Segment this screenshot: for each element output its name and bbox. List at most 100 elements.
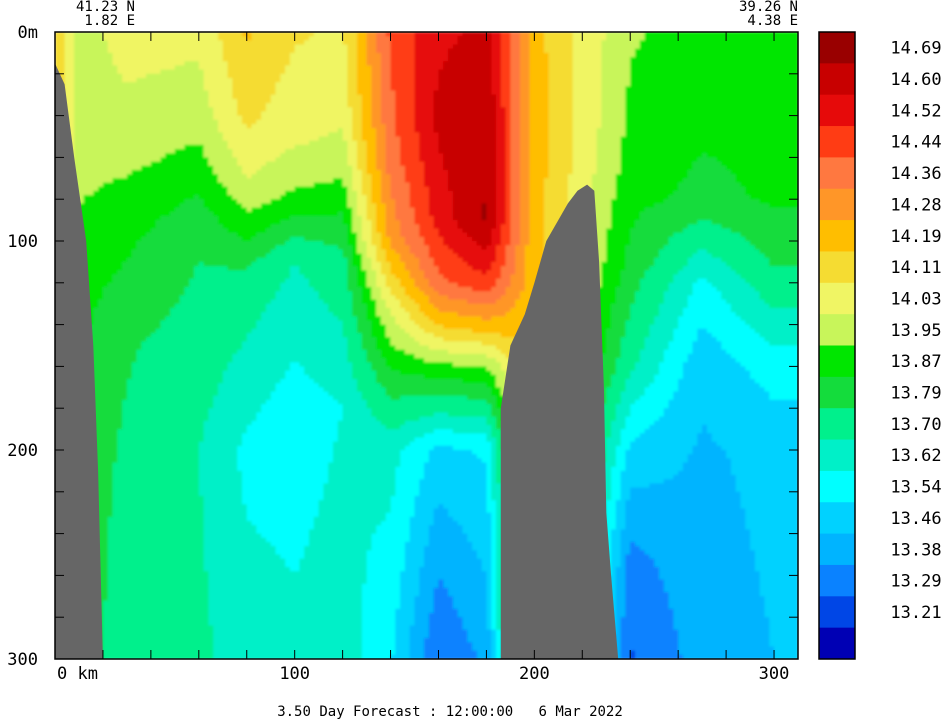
field-cell — [199, 375, 204, 380]
field-cell — [184, 316, 189, 321]
field-cell — [180, 454, 185, 459]
field-cell — [98, 216, 103, 221]
field-cell — [180, 609, 185, 614]
field-cell — [98, 467, 103, 472]
field-cell — [113, 609, 118, 614]
field-cell — [160, 116, 165, 121]
field-cell — [89, 45, 94, 50]
field-cell — [151, 191, 156, 196]
field-cell — [165, 488, 170, 493]
field-cell — [146, 162, 151, 167]
field-cell — [136, 216, 141, 221]
field-cell — [132, 216, 137, 221]
field-cell — [122, 492, 127, 497]
field-cell — [127, 182, 132, 187]
field-cell — [117, 450, 122, 455]
field-cell — [160, 429, 165, 434]
field-cell — [127, 78, 132, 83]
field-cell — [208, 559, 213, 564]
field-cell — [160, 467, 165, 472]
field-cell — [165, 170, 170, 175]
field-cell — [194, 588, 199, 593]
field-cell — [79, 170, 84, 175]
field-cell — [122, 467, 127, 472]
field-cell — [146, 567, 151, 572]
field-cell — [93, 174, 98, 179]
field-cell — [141, 233, 146, 238]
field-cell — [199, 542, 204, 547]
field-cell — [132, 379, 137, 384]
field-cell — [151, 534, 156, 539]
field-cell — [151, 354, 156, 359]
field-cell — [117, 65, 122, 70]
field-cell — [184, 475, 189, 480]
field-cell — [89, 182, 94, 187]
field-cell — [122, 600, 127, 605]
field-cell — [98, 95, 103, 100]
field-cell — [194, 65, 199, 70]
field-cell — [189, 550, 194, 555]
field-cell — [170, 304, 175, 309]
field-cell — [204, 575, 209, 580]
field-cell — [146, 463, 151, 468]
field-cell — [146, 291, 151, 296]
field-cell — [208, 45, 213, 50]
field-cell — [160, 408, 165, 413]
field-cell — [170, 596, 175, 601]
field-cell — [175, 312, 180, 317]
field-cell — [103, 162, 108, 167]
field-cell — [132, 638, 137, 643]
field-cell — [79, 191, 84, 196]
field-cell — [213, 78, 218, 83]
field-cell — [146, 300, 151, 305]
field-cell — [208, 254, 213, 259]
field-cell — [160, 567, 165, 572]
field-cell — [136, 375, 141, 380]
field-cell — [113, 124, 118, 129]
field-cell — [117, 295, 122, 300]
field-cell — [93, 254, 98, 259]
field-cell — [175, 132, 180, 137]
field-cell — [180, 78, 185, 83]
field-cell — [98, 45, 103, 50]
field-cell — [151, 82, 156, 87]
field-cell — [132, 53, 137, 58]
field-cell — [184, 488, 189, 493]
field-cell — [156, 187, 161, 192]
field-cell — [108, 274, 113, 279]
field-cell — [194, 617, 199, 622]
field-cell — [208, 500, 213, 505]
field-cell — [103, 245, 108, 250]
field-cell — [180, 479, 185, 484]
field-cell — [184, 417, 189, 422]
field-cell — [199, 571, 204, 576]
field-cell — [180, 312, 185, 317]
field-cell — [156, 651, 161, 656]
field-cell — [103, 320, 108, 325]
field-cell — [103, 412, 108, 417]
field-cell — [170, 70, 175, 75]
field-cell — [69, 49, 74, 54]
field-cell — [199, 429, 204, 434]
field-cell — [170, 295, 175, 300]
field-cell — [160, 170, 165, 175]
field-cell — [93, 358, 98, 363]
field-cell — [213, 53, 218, 58]
field-cell — [113, 517, 118, 522]
field-cell — [84, 49, 89, 54]
field-cell — [194, 563, 199, 568]
field-cell — [151, 529, 156, 534]
field-cell — [117, 341, 122, 346]
field-cell — [165, 450, 170, 455]
field-cell — [165, 559, 170, 564]
field-cell — [204, 95, 209, 100]
field-cell — [93, 157, 98, 162]
field-cell — [132, 258, 137, 263]
field-cell — [175, 49, 180, 54]
field-cell — [194, 329, 199, 334]
field-cell — [184, 442, 189, 447]
field-cell — [213, 65, 218, 70]
field-cell — [136, 270, 141, 275]
field-cell — [199, 496, 204, 501]
field-cell — [165, 208, 170, 213]
